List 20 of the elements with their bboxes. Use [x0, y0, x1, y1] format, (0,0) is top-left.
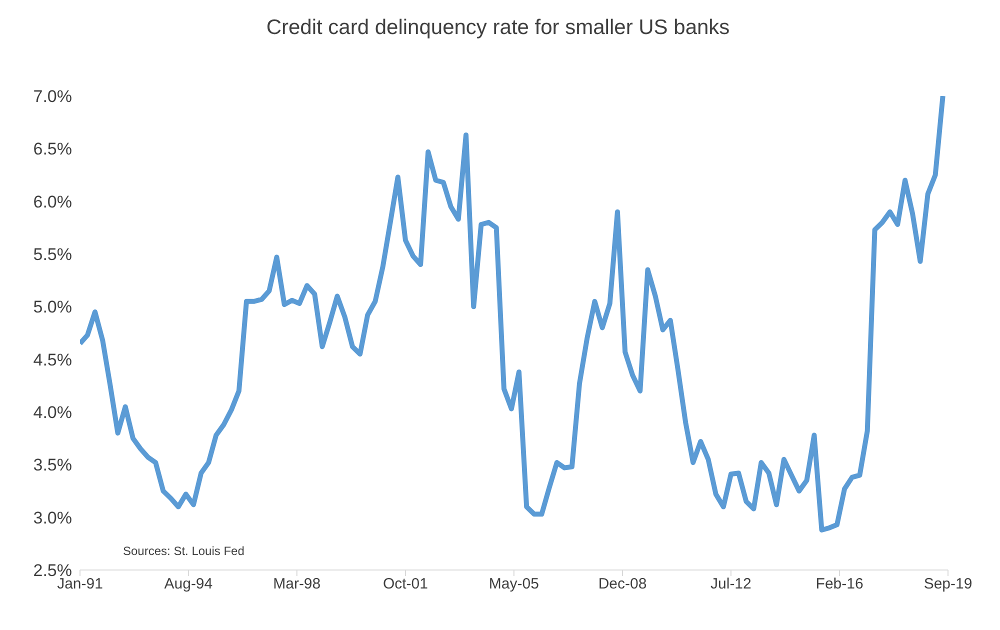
- x-tick-label: Aug-94: [164, 576, 213, 593]
- y-tick-label: 5.0%: [33, 298, 72, 317]
- y-tick-label: 5.5%: [33, 245, 72, 264]
- x-tick-label: Jan-91: [57, 576, 103, 593]
- y-tick-label: 3.5%: [33, 456, 72, 475]
- x-tick-label: Sep-19: [924, 576, 972, 593]
- y-tick-label: 4.0%: [33, 403, 72, 422]
- annotation: Sources: St. Louis Fed: [123, 544, 244, 558]
- y-tick-label: 3.0%: [33, 508, 72, 528]
- y-tick-label: 4.5%: [33, 350, 72, 370]
- y-tick-label: 6.0%: [33, 192, 72, 212]
- x-tick-label: Feb-16: [816, 576, 864, 593]
- x-tick-label: Dec-08: [598, 576, 647, 593]
- x-tick-label: Jul-12: [710, 576, 752, 593]
- x-tick-label: Mar-98: [273, 576, 321, 593]
- y-tick-label: 7.0%: [33, 87, 72, 106]
- x-tick-label: Oct-01: [382, 576, 428, 593]
- chart-title: Credit card delinquency rate for smaller US banks: [265, 15, 731, 41]
- x-tick-label: May-05: [488, 576, 539, 593]
- y-tick-label: 6.5%: [33, 140, 72, 159]
